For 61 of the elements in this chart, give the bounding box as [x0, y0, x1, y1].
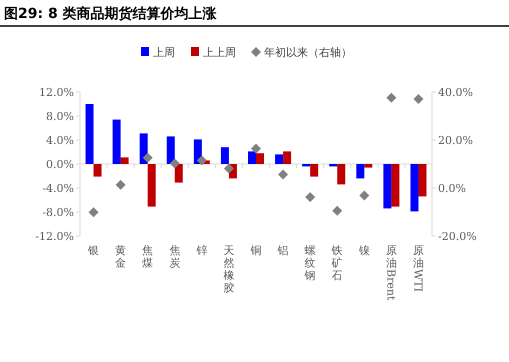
x-tick-label: 银: [87, 244, 100, 257]
bar: [256, 153, 264, 164]
bar: [120, 157, 129, 164]
bar: [364, 164, 372, 168]
bar: [337, 164, 346, 184]
point: [305, 192, 316, 202]
y-tick-label: -8.0%: [42, 206, 74, 219]
y2-tick-label: 20.0%: [438, 134, 473, 147]
bar: [391, 164, 400, 207]
point: [196, 155, 207, 166]
bar: [174, 164, 183, 183]
bar: [112, 120, 121, 164]
y-tick-label: 0.0%: [46, 158, 74, 171]
point: [142, 152, 153, 163]
x-tick-label: 铜: [250, 244, 262, 257]
y-tick-label: 12.0%: [39, 86, 74, 99]
y2-tick-label: -20.0%: [438, 230, 477, 243]
y-tick-label: 8.0%: [46, 110, 74, 123]
bar: [166, 136, 175, 164]
point: [386, 92, 396, 103]
point: [224, 164, 234, 174]
point: [116, 180, 126, 190]
bar: [283, 151, 292, 164]
chart-title: 图29: 8 类商品期货结算价均上涨: [4, 5, 218, 22]
bar: [220, 147, 229, 164]
point: [170, 158, 180, 169]
point: [413, 94, 424, 104]
bar: [148, 164, 156, 207]
bar: [418, 164, 426, 196]
x-tick-label: 黄金: [115, 244, 126, 270]
legend-label: 上周: [153, 46, 175, 59]
y-tick-label: 4.0%: [46, 134, 74, 147]
bar: [275, 154, 284, 164]
x-tick-label: 原油WTI: [411, 244, 424, 292]
y2-tick-label: 40.0%: [438, 86, 473, 99]
bar: [86, 104, 94, 164]
legend-label: 上上周: [203, 46, 236, 59]
y2-tick-label: 0.0%: [438, 182, 466, 195]
y-tick-label: -4.0%: [42, 182, 74, 195]
x-tick-label: 锌: [195, 244, 208, 257]
x-tick-label: 焦炭: [169, 244, 180, 270]
bar: [248, 151, 256, 164]
point: [359, 190, 370, 200]
point: [278, 170, 288, 180]
legend-label: 年初以来（右轴）: [264, 46, 352, 59]
x-tick-label: 焦煤: [142, 244, 154, 270]
bar: [356, 164, 364, 178]
x-tick-label: 镍: [358, 244, 370, 257]
x-tick-label: 原油Brent: [384, 244, 398, 301]
point: [251, 144, 261, 154]
x-tick-label: 铁矿石: [330, 244, 343, 282]
bar: [94, 164, 102, 177]
x-tick-label: 螺纹钢: [304, 244, 316, 282]
point: [332, 206, 342, 216]
bar: [383, 164, 392, 208]
point: [88, 207, 99, 218]
x-tick-label: 天然橡胶: [223, 244, 234, 294]
y-tick-label: -12.0%: [35, 230, 74, 243]
x-tick-label: 铝: [276, 244, 289, 257]
bar: [310, 164, 318, 177]
bar: [410, 164, 418, 212]
